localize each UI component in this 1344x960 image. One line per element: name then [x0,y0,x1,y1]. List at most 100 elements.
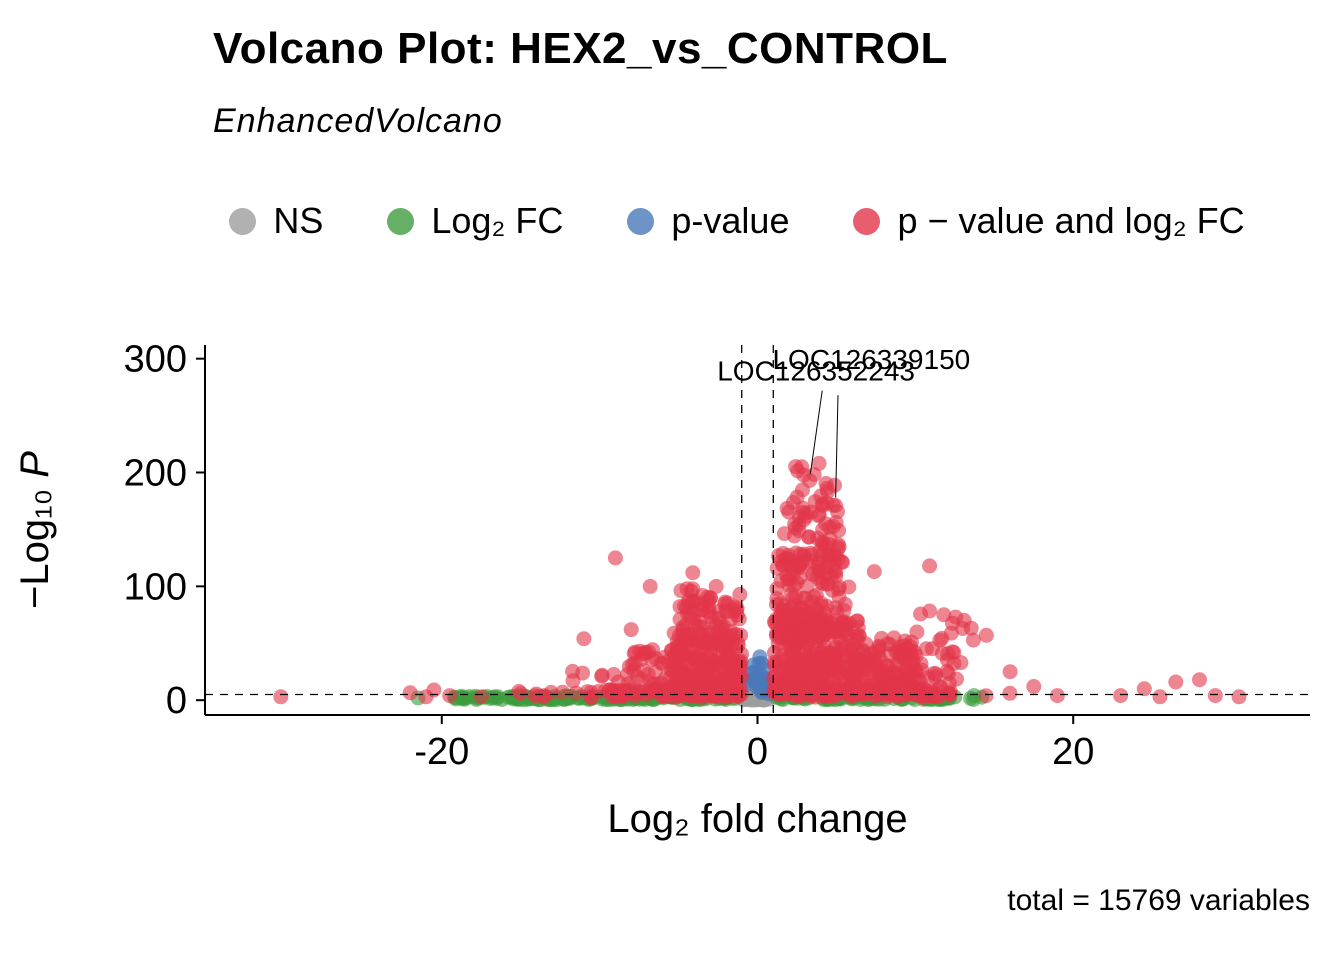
data-point [830,581,846,597]
data-point [801,624,817,640]
data-point [803,545,819,561]
ns-dot-icon [229,207,257,235]
data-point [594,667,610,683]
data-point [1207,688,1223,704]
data-point [473,689,489,705]
gene-label: LOC126352243 [717,355,915,386]
data-point [607,550,623,566]
data-point [819,480,835,496]
data-point [702,590,718,606]
data-point [814,547,830,563]
points-layer-both [273,455,1247,706]
data-point [965,632,981,648]
data-point [955,621,971,636]
data-point [1136,681,1152,697]
data-point [685,565,701,581]
legend: NS Log₂ FC p-value p − value and log₂ FC [150,200,1324,242]
y-tick-label: 200 [124,453,187,495]
data-point [880,636,896,652]
data-point [454,690,470,705]
data-point [555,684,570,700]
y-tick-label: 0 [166,680,187,722]
data-point [828,498,844,513]
data-point [879,689,895,705]
data-point [723,623,739,639]
data-point [819,684,835,700]
data-point [940,666,956,681]
data-point [718,689,734,705]
data-point [922,603,938,619]
data-point [655,688,671,704]
data-point [442,688,458,704]
log2fc-dot-icon [387,207,415,235]
data-point [536,688,552,704]
data-point [785,591,801,606]
data-point [978,688,994,704]
data-point [568,685,584,701]
x-tick-label: 20 [1052,731,1094,773]
data-point [781,504,797,520]
data-point [1152,689,1168,705]
data-point [814,496,830,512]
data-point [868,682,884,697]
data-point [666,658,682,674]
data-point [623,622,639,638]
data-point [667,689,683,705]
y-tick-label: 100 [124,566,187,608]
data-point [722,669,738,685]
data-point [732,586,748,602]
data-point [858,649,874,665]
data-point [896,683,912,699]
threshold-lines [205,345,1310,715]
data-point [778,628,794,644]
data-point [608,689,624,705]
plot-caption: total = 15769 variables [1007,884,1310,917]
data-point [798,590,813,606]
data-point [773,603,789,619]
data-point [715,655,731,671]
data-point [789,606,805,622]
data-point [811,455,827,471]
data-point [583,689,599,705]
data-point [814,645,830,661]
legend-label-ns: NS [273,200,324,241]
data-point [828,624,844,640]
data-point [708,578,724,594]
data-point [690,663,706,679]
annotation-connector-line [835,395,839,498]
pvalue-log2fc-dot-icon [853,207,881,235]
data-point [576,631,592,647]
data-point [1026,679,1042,694]
data-point [821,519,837,535]
y-axis-title: −Log₁₀ P [13,451,57,609]
data-point [692,613,708,629]
data-point [565,673,581,689]
data-point [1192,672,1207,688]
data-point [943,684,958,700]
plot-title: Volcano Plot: HEX2_vs_CONTROL [213,24,948,73]
legend-label-pvalue: p-value [671,200,790,241]
data-point [936,607,952,623]
data-point [978,627,994,643]
data-point [909,624,925,640]
data-point [720,595,736,611]
data-point [927,689,943,704]
x-axis-title: Log₂ fold change [607,797,907,841]
data-point [890,644,906,660]
data-point [732,655,748,671]
data-point [834,641,849,657]
data-point [683,632,699,648]
data-point [928,666,944,682]
data-point [695,632,711,648]
data-point [801,611,817,626]
data-point [922,558,938,574]
x-tick-label: -20 [414,731,469,773]
legend-item-log2fc: Log₂ FC [387,200,563,242]
data-point [789,575,805,591]
data-point [789,668,805,684]
annotation-connector-line [809,390,823,474]
data-point [653,655,669,671]
